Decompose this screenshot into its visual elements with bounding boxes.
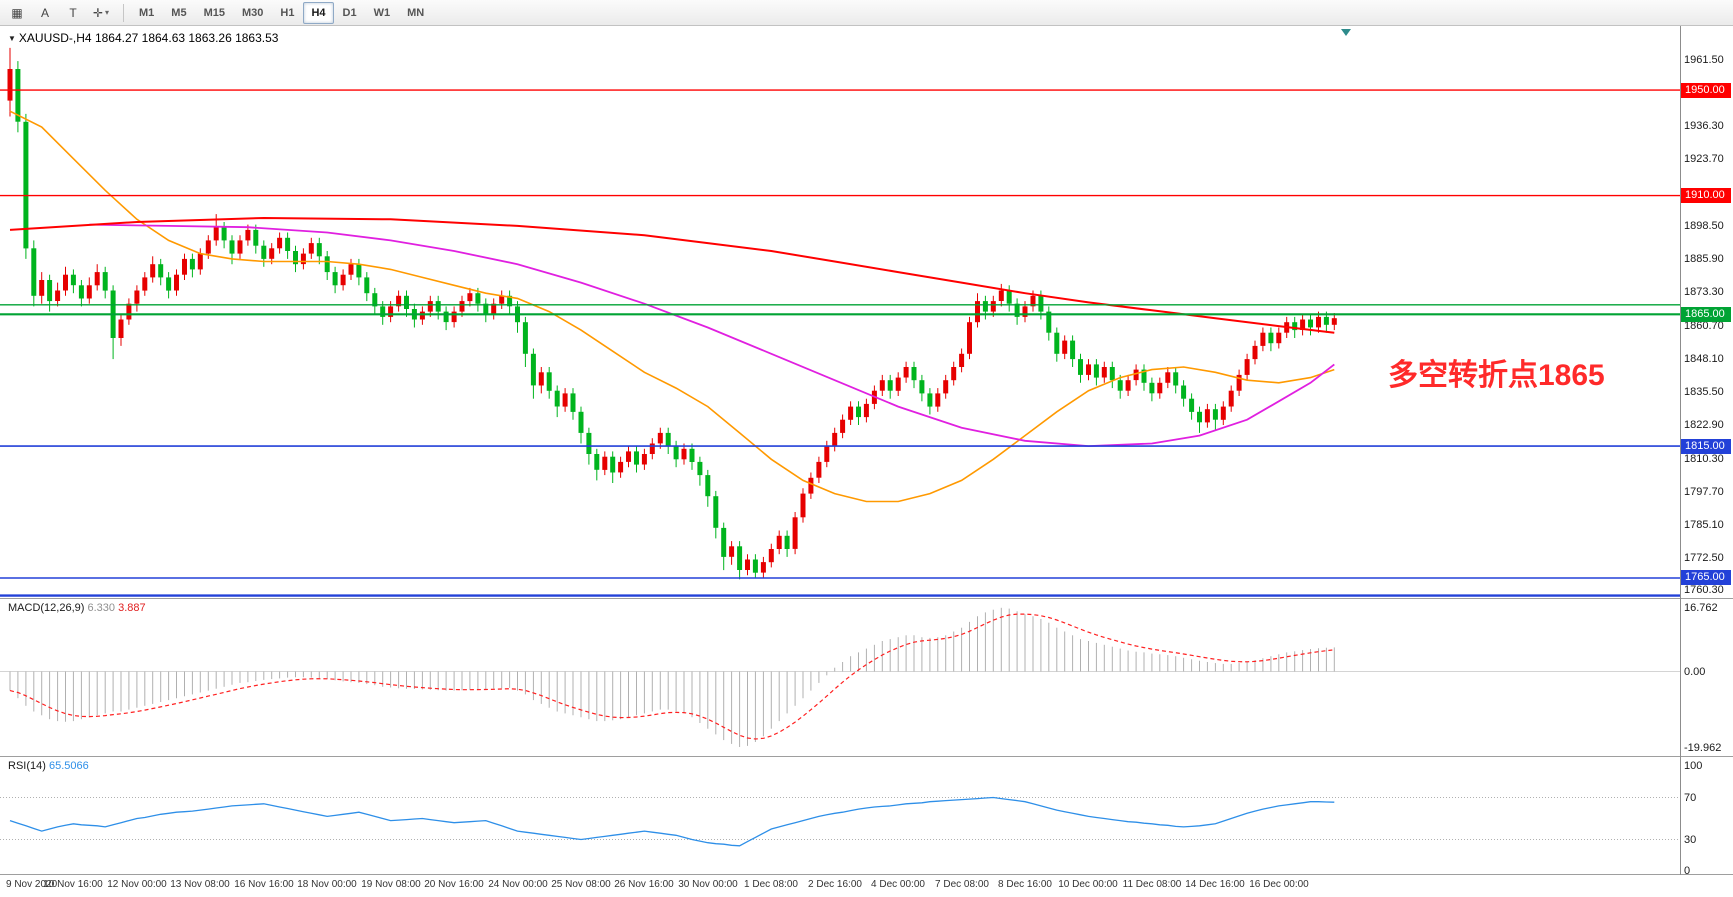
text-label-tool[interactable]: A xyxy=(40,5,49,20)
symbol-label: XAUUSD-,H4 xyxy=(18,31,92,45)
time-axis-label: 20 Nov 16:00 xyxy=(424,879,484,890)
time-axis-label: 4 Dec 00:00 xyxy=(871,879,925,890)
text-tool[interactable]: T xyxy=(69,5,77,20)
candles xyxy=(7,47,1337,580)
time-axis-label: 16 Dec 00:00 xyxy=(1249,879,1309,890)
time-axis-label: 8 Dec 16:00 xyxy=(998,879,1052,890)
time-axis-label: 12 Nov 00:00 xyxy=(107,879,167,890)
time-axis-label: 30 Nov 00:00 xyxy=(678,879,738,890)
time-axis-label: 7 Dec 08:00 xyxy=(935,879,989,890)
time-axis-label: 25 Nov 08:00 xyxy=(551,879,611,890)
time-axis-label: 18 Nov 00:00 xyxy=(297,879,357,890)
rsi-line xyxy=(9,796,1335,847)
timeframe-h1[interactable]: H1 xyxy=(280,6,295,19)
time-axis-label: 13 Nov 08:00 xyxy=(170,879,230,890)
crosshair-tool[interactable]: ✛ ▾ xyxy=(92,5,110,20)
timeframe-m1[interactable]: M1 xyxy=(139,6,155,19)
time-axis-label: 11 Dec 08:00 xyxy=(1122,879,1182,890)
time-axis-label: 1 Dec 08:00 xyxy=(744,879,798,890)
timeframe-mn[interactable]: MN xyxy=(407,6,425,19)
time-axis-label: 26 Nov 16:00 xyxy=(614,879,674,890)
toolbar-separator xyxy=(123,3,124,22)
time-axis-label: 2 Dec 16:00 xyxy=(808,879,862,890)
macd-signal-line xyxy=(9,613,1335,740)
rsi-label: RSI(14) xyxy=(8,760,46,772)
toolbar: ▦ A T ✛ ▾ M1 M5 M15 M30 H1 H4 D1 W1 MN xyxy=(0,0,1733,26)
rsi-value: 65.5066 xyxy=(48,760,89,772)
price-axis-border xyxy=(1680,26,1681,875)
panel-separator[interactable] xyxy=(0,874,1733,875)
timeframe-m5[interactable]: M5 xyxy=(171,6,187,19)
rsi-header: RSI(14) 65.5066 xyxy=(8,760,89,772)
chart-title: ▼ XAUUSD-,H4 1864.27 1864.63 1863.26 1863… xyxy=(8,31,278,45)
time-axis-label: 24 Nov 00:00 xyxy=(488,879,548,890)
timeframe-w1[interactable]: W1 xyxy=(373,6,391,19)
ma-slow-line xyxy=(9,216,1335,334)
rsi-indicator-panel[interactable] xyxy=(0,757,1733,874)
main-price-panel[interactable] xyxy=(0,26,1733,598)
timeframe-h4[interactable]: H4 xyxy=(303,1,334,24)
time-axis-label: 16 Nov 16:00 xyxy=(234,879,294,890)
chart-shift-marker-icon[interactable] xyxy=(1341,29,1351,36)
panel-separator[interactable] xyxy=(0,598,1733,599)
macd-main-value: 6.330 xyxy=(87,602,116,614)
macd-indicator-panel[interactable] xyxy=(0,599,1733,756)
timeframe-m15[interactable]: M15 xyxy=(203,6,225,19)
ma-fast-line xyxy=(9,110,1335,503)
ohlc-values: 1864.27 1864.63 1863.26 1863.53 xyxy=(94,31,279,45)
symbol-dropdown-icon[interactable]: ▼ xyxy=(8,34,16,43)
ma-mid-line xyxy=(89,223,1335,448)
timeframe-m30[interactable]: M30 xyxy=(241,6,264,19)
time-axis-label: 10 Nov 16:00 xyxy=(43,879,103,890)
chart-annotation: 多空转折点1865 xyxy=(1388,359,1605,392)
time-axis-label: 10 Dec 00:00 xyxy=(1058,879,1118,890)
timeframe-d1[interactable]: D1 xyxy=(342,6,357,19)
time-axis-label: 9 Nov 2020 xyxy=(6,879,58,890)
macd-header: MACD(12,26,9) 6.330 3.887 xyxy=(8,602,146,614)
dropdown-caret-icon: ▾ xyxy=(105,8,110,17)
market-watch-icon[interactable]: ▦ xyxy=(11,5,23,20)
toolbar-tools: ▦ A T ✛ ▾ xyxy=(4,2,116,24)
time-axis-label: 14 Dec 16:00 xyxy=(1185,879,1245,890)
macd-label: MACD(12,26,9) xyxy=(8,602,85,614)
macd-histogram xyxy=(9,607,1335,747)
macd-signal-value: 3.887 xyxy=(118,602,146,614)
time-axis-label: 19 Nov 08:00 xyxy=(361,879,421,890)
panel-separator[interactable] xyxy=(0,756,1733,757)
timeframe-buttons: M1 M5 M15 M30 H1 H4 D1 W1 MN xyxy=(131,1,433,24)
